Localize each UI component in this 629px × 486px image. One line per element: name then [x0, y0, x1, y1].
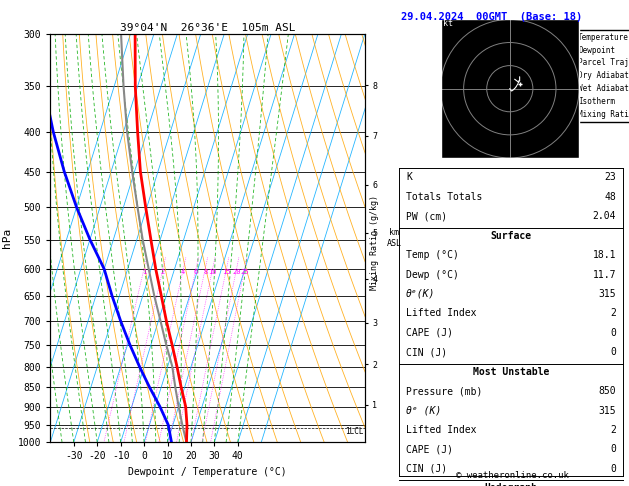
Legend: Temperature, Dewpoint, Parcel Trajectory, Dry Adiabat, Wet Adiabat, Isotherm, Mi: Temperature, Dewpoint, Parcel Trajectory…	[560, 30, 629, 122]
Text: Surface: Surface	[491, 231, 532, 241]
Text: 0: 0	[610, 347, 616, 357]
Y-axis label: hPa: hPa	[3, 228, 12, 248]
Text: 20: 20	[232, 269, 241, 275]
Text: Most Unstable: Most Unstable	[473, 367, 549, 377]
Text: 48: 48	[604, 192, 616, 202]
Text: 8: 8	[203, 269, 208, 275]
Text: 315: 315	[598, 406, 616, 416]
Text: 0: 0	[610, 445, 616, 454]
Text: 850: 850	[598, 386, 616, 396]
Text: 0: 0	[610, 328, 616, 338]
Text: 23: 23	[604, 173, 616, 182]
Text: 15: 15	[222, 269, 231, 275]
Text: CIN (J): CIN (J)	[406, 464, 447, 474]
Title: 39°04'N  26°36'E  105m ASL: 39°04'N 26°36'E 105m ASL	[120, 23, 296, 33]
Text: Pressure (mb): Pressure (mb)	[406, 386, 482, 396]
Text: 0: 0	[610, 464, 616, 474]
Text: 29.04.2024  00GMT  (Base: 18): 29.04.2024 00GMT (Base: 18)	[401, 12, 582, 22]
Text: θᵉ (K): θᵉ (K)	[406, 406, 442, 416]
Text: 1LCL: 1LCL	[345, 427, 364, 436]
Text: © weatheronline.co.uk: © weatheronline.co.uk	[456, 471, 569, 480]
Text: 25: 25	[240, 269, 249, 275]
X-axis label: Dewpoint / Temperature (°C): Dewpoint / Temperature (°C)	[128, 467, 287, 477]
Text: K: K	[406, 173, 412, 182]
Text: Lifted Index: Lifted Index	[406, 309, 477, 318]
Text: 1: 1	[142, 269, 146, 275]
Y-axis label: km
ASL: km ASL	[387, 228, 402, 248]
Text: CIN (J): CIN (J)	[406, 347, 447, 357]
Text: Mixing Ratio (g/kg): Mixing Ratio (g/kg)	[370, 195, 379, 291]
Text: 6: 6	[194, 269, 198, 275]
Text: θᵉ(K): θᵉ(K)	[406, 289, 435, 299]
Text: Temp (°C): Temp (°C)	[406, 250, 459, 260]
Text: CAPE (J): CAPE (J)	[406, 328, 453, 338]
Text: 10: 10	[208, 269, 217, 275]
Text: 315: 315	[598, 289, 616, 299]
Text: 2.04: 2.04	[593, 211, 616, 221]
Text: Dewp (°C): Dewp (°C)	[406, 270, 459, 279]
Text: kt: kt	[443, 19, 453, 28]
Text: Hodograph: Hodograph	[484, 484, 538, 486]
Text: 4: 4	[181, 269, 186, 275]
Text: Totals Totals: Totals Totals	[406, 192, 482, 202]
Text: 11.7: 11.7	[593, 270, 616, 279]
Text: Lifted Index: Lifted Index	[406, 425, 477, 435]
Text: 18.1: 18.1	[593, 250, 616, 260]
Text: 2: 2	[610, 425, 616, 435]
Text: 2: 2	[610, 309, 616, 318]
Text: CAPE (J): CAPE (J)	[406, 445, 453, 454]
Text: 2: 2	[161, 269, 165, 275]
Text: PW (cm): PW (cm)	[406, 211, 447, 221]
